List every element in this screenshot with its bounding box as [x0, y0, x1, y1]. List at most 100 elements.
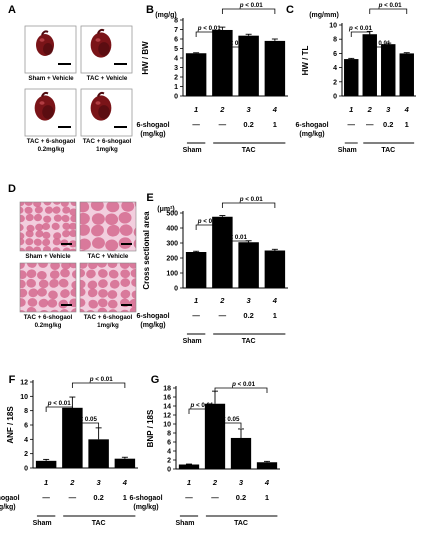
y-axis-label: HW / BW	[141, 41, 150, 75]
photo-caption: TAC + Vehicle	[87, 75, 128, 82]
p-value-label: p < 0.01	[348, 25, 372, 32]
myocyte	[80, 298, 86, 308]
stain-tint	[20, 202, 76, 251]
p-value-label: p < 0.01	[47, 400, 71, 407]
myocyte	[24, 202, 33, 206]
histology-panel: D Sham + Vehicle TAC + Vehicle TAC + 6-shog…	[8, 183, 137, 329]
y-tick-label: 16	[163, 395, 171, 402]
y-tick-label: 4	[333, 65, 337, 72]
myocyte	[25, 246, 34, 251]
sham-label: Sham	[175, 520, 194, 527]
y-tick-label: 8	[24, 408, 28, 415]
significance-bracket	[214, 387, 268, 393]
significance-bracket	[221, 202, 276, 208]
p-value-label: p < 0.01	[231, 381, 255, 388]
y-tick-label: 10	[329, 23, 337, 30]
myocyte	[34, 206, 43, 214]
significance-bracket	[195, 224, 223, 230]
myocyte	[62, 222, 71, 230]
bar-4	[256, 462, 278, 469]
dose-value: 0.2	[243, 311, 253, 320]
dose-row-unit: (mg/kg)	[133, 504, 158, 511]
p-value-label: p < 0.01	[89, 376, 113, 383]
category-label: 2	[367, 105, 373, 114]
bar-1	[344, 59, 359, 96]
myocyte	[129, 263, 136, 269]
myocyte	[20, 298, 26, 307]
category-label: 2	[69, 478, 75, 487]
myocyte	[119, 224, 133, 236]
dose-value: —	[69, 493, 77, 502]
y-axis-label: Cross sectional area	[142, 211, 151, 290]
heart-vessel	[97, 28, 105, 34]
sham-label: Sham	[338, 147, 357, 154]
dose-value: 0.2	[243, 120, 253, 129]
p-value-label: p < 0.01	[223, 234, 247, 241]
stain-tint	[80, 202, 136, 251]
myocyte	[106, 202, 120, 213]
myocyte	[88, 263, 98, 270]
myocyte	[131, 278, 136, 287]
myocyte	[87, 288, 98, 298]
myocyte	[53, 214, 62, 222]
y-axis-label: ANF / 18S	[6, 406, 15, 444]
myocyte	[53, 232, 62, 240]
category-label: 4	[264, 478, 270, 487]
dose-row-unit: (mg/kg)	[140, 322, 165, 329]
category-label: 3	[97, 478, 102, 487]
chart-b: B (mg/g) HW / BW 0 1 2 3 4 5 6 7 8 1 2 3 4 6-shogaol (mg/…	[136, 4, 288, 154]
heart-shadow	[98, 42, 110, 56]
myocyte	[92, 237, 105, 249]
y-unit: (mg/mm)	[309, 12, 339, 19]
myocyte	[69, 248, 76, 251]
myocyte	[42, 238, 51, 247]
myocyte	[70, 202, 76, 207]
myocyte	[80, 202, 90, 213]
myocyte	[26, 278, 37, 288]
bar-4	[264, 40, 286, 96]
photo-caption: TAC + 6-shogaol	[84, 314, 133, 321]
sham-label: Sham	[183, 338, 202, 345]
dose-row-label: 6-shogaol	[136, 122, 169, 129]
myocyte	[108, 269, 119, 279]
y-tick-label: 6	[24, 423, 28, 430]
myocyte	[41, 222, 51, 231]
bar-3	[238, 242, 259, 288]
myocyte	[98, 279, 108, 288]
heart-vessel	[97, 91, 105, 97]
dose-value: 1	[123, 493, 127, 502]
stain-tint	[20, 263, 76, 312]
myocyte	[26, 224, 35, 233]
myocyte	[26, 306, 37, 312]
significance-bracket	[45, 406, 73, 412]
myocyte	[69, 263, 76, 269]
histology-image	[20, 202, 76, 251]
bar-4	[114, 458, 136, 468]
myocyte	[61, 214, 70, 223]
panel-letter: C	[286, 4, 294, 16]
y-tick-label: 500	[166, 211, 178, 218]
histology-frame	[79, 262, 137, 313]
y-tick-label: 8	[174, 18, 178, 25]
myocyte	[20, 232, 25, 240]
y-tick-label: 14	[163, 404, 171, 411]
category-label: 4	[272, 105, 278, 114]
myocyte	[32, 246, 42, 251]
myocyte	[98, 269, 108, 278]
y-tick-label: 0	[167, 467, 171, 474]
myocyte	[50, 263, 60, 270]
p-value-label: p < 0.01	[239, 2, 263, 9]
bar-2	[212, 216, 233, 288]
myocyte	[51, 222, 60, 230]
bar-1	[185, 53, 207, 96]
panel-letter: G	[151, 374, 160, 386]
p-value-label: p < 0.05	[223, 40, 247, 47]
myocyte	[70, 308, 76, 312]
y-tick-label: 8	[333, 37, 337, 44]
category-label: 2	[212, 478, 218, 487]
heart-vessel	[41, 30, 49, 36]
myocyte	[133, 239, 136, 249]
category-label: 1	[44, 478, 48, 487]
